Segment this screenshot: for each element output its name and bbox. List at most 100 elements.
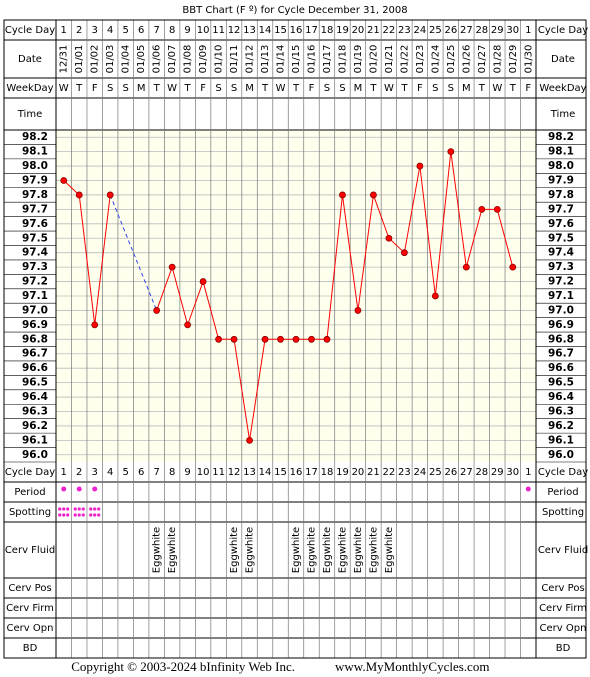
y-tick-label: 96.4 — [548, 391, 574, 403]
cycle-day: 1 — [525, 25, 531, 36]
cycle-day: 14 — [259, 467, 272, 478]
cycle-day: 2 — [76, 467, 82, 478]
cycle-day: 2 — [76, 25, 82, 36]
row-label: Date — [551, 54, 575, 65]
y-tick-label: 96.8 — [22, 333, 48, 345]
y-tick-label: 97.3 — [548, 261, 574, 273]
cycle-day: 5 — [122, 467, 128, 478]
y-tick-label: 96.6 — [22, 362, 48, 374]
weekday: S — [432, 83, 438, 94]
spotting-dots — [58, 507, 70, 517]
spot — [81, 513, 85, 517]
y-tick-label: 96.0 — [22, 449, 48, 461]
site-link: www.MyMonthlyCycles.com — [335, 659, 489, 674]
row-label: Cerv Opn — [540, 623, 587, 634]
weekday: M — [245, 83, 254, 94]
spot — [81, 507, 85, 511]
weekday: T — [478, 83, 486, 94]
cycle-day: 7 — [153, 467, 159, 478]
date: 12/31 — [59, 45, 70, 74]
weekday: S — [215, 83, 221, 94]
cycle-day: 13 — [243, 467, 256, 478]
temp-point — [509, 263, 517, 271]
row-label: Spotting — [9, 507, 51, 518]
spot — [93, 507, 97, 511]
cycle-day: 29 — [491, 467, 504, 478]
row-label: Cycle Day — [5, 467, 55, 478]
temp-point — [106, 191, 114, 199]
weekday: M — [137, 83, 146, 94]
y-tick-label: 97.6 — [22, 218, 48, 230]
weekday: S — [231, 83, 237, 94]
y-tick-label: 98.0 — [548, 160, 574, 172]
cerv-fluid: Eggwhite — [337, 527, 348, 573]
row-label: Period — [547, 487, 578, 498]
y-tick-label: 97.8 — [548, 189, 574, 201]
cycle-day: 22 — [383, 467, 396, 478]
cycle-day: 19 — [336, 25, 349, 36]
temp-point — [416, 162, 424, 170]
weekday: W — [59, 83, 69, 94]
row-label: BD — [23, 643, 38, 654]
date: 01/07 — [167, 45, 178, 74]
y-tick-label: 97.2 — [548, 276, 574, 288]
row-label: Date — [18, 54, 42, 65]
cycle-day: 16 — [290, 25, 303, 36]
cerv-fluid: Eggwhite — [152, 527, 163, 573]
cycle-day: 27 — [460, 467, 473, 478]
cycle-day: 8 — [169, 467, 175, 478]
y-tick-label: 97.6 — [548, 218, 574, 230]
cycle-day: 24 — [414, 25, 427, 36]
weekday: F — [92, 83, 98, 94]
cycle-day: 15 — [274, 467, 287, 478]
date: 01/19 — [353, 45, 364, 74]
y-tick-label: 98.0 — [22, 160, 48, 172]
weekday: M — [354, 83, 363, 94]
date: 01/03 — [105, 45, 116, 74]
y-tick-label: 98.1 — [22, 146, 48, 158]
temp-point — [493, 205, 501, 213]
period-dot — [76, 486, 82, 492]
row-label: WeekDay — [6, 83, 53, 94]
spot — [66, 507, 70, 511]
cycle-day: 24 — [414, 467, 427, 478]
cerv-fluid: Eggwhite — [229, 527, 240, 573]
spot — [73, 513, 77, 517]
spot — [62, 507, 66, 511]
weekday: T — [184, 83, 192, 94]
temp-point — [246, 436, 253, 444]
y-tick-label: 96.5 — [22, 377, 48, 389]
y-tick-label: 97.7 — [22, 203, 48, 215]
temp-point — [462, 263, 470, 271]
date: 01/09 — [198, 45, 209, 74]
y-tick-label: 97.9 — [548, 175, 574, 187]
cycle-day: 12 — [228, 467, 241, 478]
spot — [73, 507, 77, 511]
row-label: Cerv Firm — [539, 603, 587, 614]
spot — [89, 507, 93, 511]
weekday: F — [417, 83, 423, 94]
cerv-fluid: Eggwhite — [291, 527, 302, 573]
temp-point — [400, 249, 408, 257]
temp-point — [339, 191, 346, 199]
cycle-day: 1 — [525, 467, 531, 478]
temp-point — [277, 335, 284, 343]
temp-point — [75, 191, 83, 199]
cycle-day: 6 — [138, 25, 144, 36]
weekday: S — [107, 83, 113, 94]
row-label: Spotting — [542, 507, 584, 518]
spot — [66, 513, 70, 517]
cycle-day: 13 — [243, 25, 256, 36]
weekday: T — [261, 83, 269, 94]
y-tick-label: 96.2 — [22, 420, 48, 432]
y-tick-label: 96.4 — [22, 391, 48, 403]
y-tick-label: 97.7 — [548, 203, 574, 215]
row-label: Cerv Fluid — [5, 545, 55, 556]
y-tick-label: 96.1 — [22, 434, 48, 446]
weekday: T — [292, 83, 300, 94]
spotting-dots — [73, 507, 85, 517]
cycle-day: 4 — [107, 25, 113, 36]
cycle-day: 30 — [506, 25, 519, 36]
cycle-day: 17 — [305, 25, 318, 36]
row-label: Cerv Opn — [7, 623, 54, 634]
